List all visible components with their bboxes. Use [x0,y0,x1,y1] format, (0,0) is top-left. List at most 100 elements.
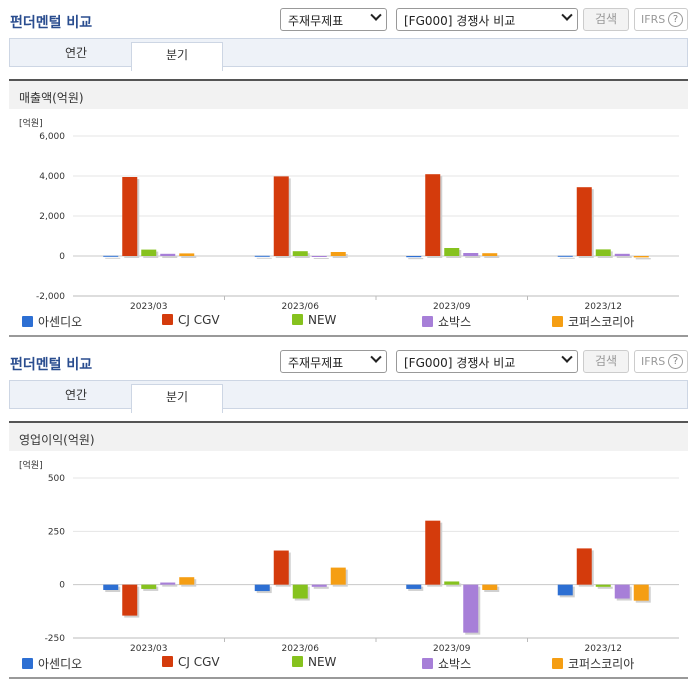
bar-shadow [256,257,272,259]
bar[interactable] [425,174,441,256]
peer-group-select[interactable]: [FG000] 경쟁사 비교 [396,350,578,373]
legend-label: 아센디오 [38,315,83,329]
bar[interactable] [311,584,327,587]
bar[interactable] [273,176,289,256]
unit-label: [억원] [19,117,43,129]
y-tick-label: 500 [48,474,65,484]
chart-title-bar: 매출액(억원) [9,79,688,109]
tab-quarterly[interactable]: 분기 [131,384,223,413]
bar[interactable] [633,256,649,258]
bar[interactable] [614,253,630,256]
bar[interactable] [160,582,176,585]
y-tick-label: 0 [59,252,65,262]
tab-annual[interactable]: 연간 [64,46,88,60]
bar[interactable] [595,584,611,587]
legend-item[interactable]: NEW [292,313,336,327]
statement-type-select[interactable]: 주재무제표 [280,350,387,373]
bar-shadow [597,586,613,589]
bar[interactable] [463,584,479,633]
bar[interactable] [292,584,308,599]
legend-swatch [22,658,33,669]
bar[interactable] [273,550,289,585]
ifrs-label: IFRS [641,355,666,368]
x-tick-label: 2023/12 [585,302,622,312]
legend-label: 쇼박스 [438,315,472,329]
bar[interactable] [330,567,346,585]
legend-item[interactable]: 코퍼스코리아 [552,313,634,330]
bar[interactable] [576,548,592,585]
bar[interactable] [406,584,422,589]
x-tick-label: 2023/09 [433,644,471,654]
bar[interactable] [463,253,479,256]
legend-swatch [292,314,303,325]
y-tick-label: 2,000 [39,212,65,222]
bar[interactable] [141,584,157,589]
legend-label: 코퍼스코리아 [568,657,635,671]
revenue-chart: [억원] 6,000 4,000 2,000 0 -2,000 2023/03 2023/06… [19,117,679,312]
bar[interactable] [482,584,498,590]
bar[interactable] [254,255,270,257]
bar[interactable] [254,584,270,592]
fundamental-section-revenue: 펀더멘털 비교 주재무제표 [FG000] 경쟁사 비교 검색 IFRS ? 연… [0,0,696,337]
legend-item[interactable]: 쇼박스 [422,313,471,330]
legend-item[interactable]: 코퍼스코리아 [552,655,634,672]
legend-item[interactable]: 아센디오 [22,655,82,672]
tab-annual[interactable]: 연간 [64,388,88,402]
bar-shadow [313,586,329,589]
bar[interactable] [160,253,176,256]
bar[interactable] [179,577,195,585]
statement-type-select[interactable]: 주재무제표 [280,8,387,31]
bar[interactable] [557,584,573,596]
help-icon[interactable]: ? [668,12,683,27]
chevron-down-icon [561,351,573,363]
bar[interactable] [595,249,611,256]
legend-item[interactable]: 쇼박스 [422,655,471,672]
chart-title: 매출액(억원) [19,91,84,105]
bar[interactable] [633,584,649,601]
chart-legend: 아센디오 CJ CGV NEW 쇼박스 코퍼스코리아 [22,655,682,672]
bar[interactable] [425,520,441,585]
bar[interactable] [103,584,119,590]
chart-legend: 아센디오 CJ CGV NEW 쇼박스 코퍼스코리아 [22,313,682,330]
bar[interactable] [406,256,422,258]
bar[interactable] [330,252,346,256]
bar[interactable] [614,584,630,599]
bar[interactable] [122,177,138,256]
legend-item[interactable]: 아센디오 [22,313,82,330]
legend-label: 아센디오 [38,657,83,671]
legend-label: NEW [308,655,337,669]
bar[interactable] [292,251,308,256]
x-tick-label: 2023/12 [585,644,622,654]
bar[interactable] [179,253,195,256]
legend-label: 코퍼스코리아 [568,315,635,329]
bar-shadow [162,584,178,587]
unit-label: [억원] [19,459,43,471]
search-button[interactable]: 검색 [583,350,629,373]
bar[interactable] [122,584,138,616]
bar[interactable] [444,248,460,256]
ifrs-label: IFRS [641,13,666,26]
bar[interactable] [311,256,327,257]
bar-shadow [465,255,481,258]
divider [9,677,688,679]
peer-group-select[interactable]: [FG000] 경쟁사 비교 [396,8,578,31]
bar[interactable] [557,255,573,257]
x-tick-label: 2023/03 [130,302,167,312]
search-button[interactable]: 검색 [583,8,629,31]
tab-quarterly[interactable]: 분기 [131,42,223,71]
bar[interactable] [141,249,157,256]
legend-item[interactable]: CJ CGV [162,313,220,327]
bar[interactable] [482,253,498,256]
section-header: 펀더멘털 비교 주재무제표 [FG000] 경쟁사 비교 검색 IFRS ? [0,342,696,380]
legend-item[interactable]: CJ CGV [162,655,220,669]
bar[interactable] [103,255,119,257]
bar[interactable] [576,187,592,256]
y-tick-label: -250 [45,634,66,644]
operating-profit-chart: [억원] 500 250 0 -250 2023/03 2023/06 2023/09 2023… [19,459,679,654]
legend-item[interactable]: NEW [292,655,336,669]
ifrs-button[interactable]: IFRS ? [634,8,688,31]
statement-type-value: 주재무제표 [288,14,344,28]
ifrs-button[interactable]: IFRS ? [634,350,688,373]
help-icon[interactable]: ? [668,354,683,369]
bar[interactable] [444,581,460,585]
